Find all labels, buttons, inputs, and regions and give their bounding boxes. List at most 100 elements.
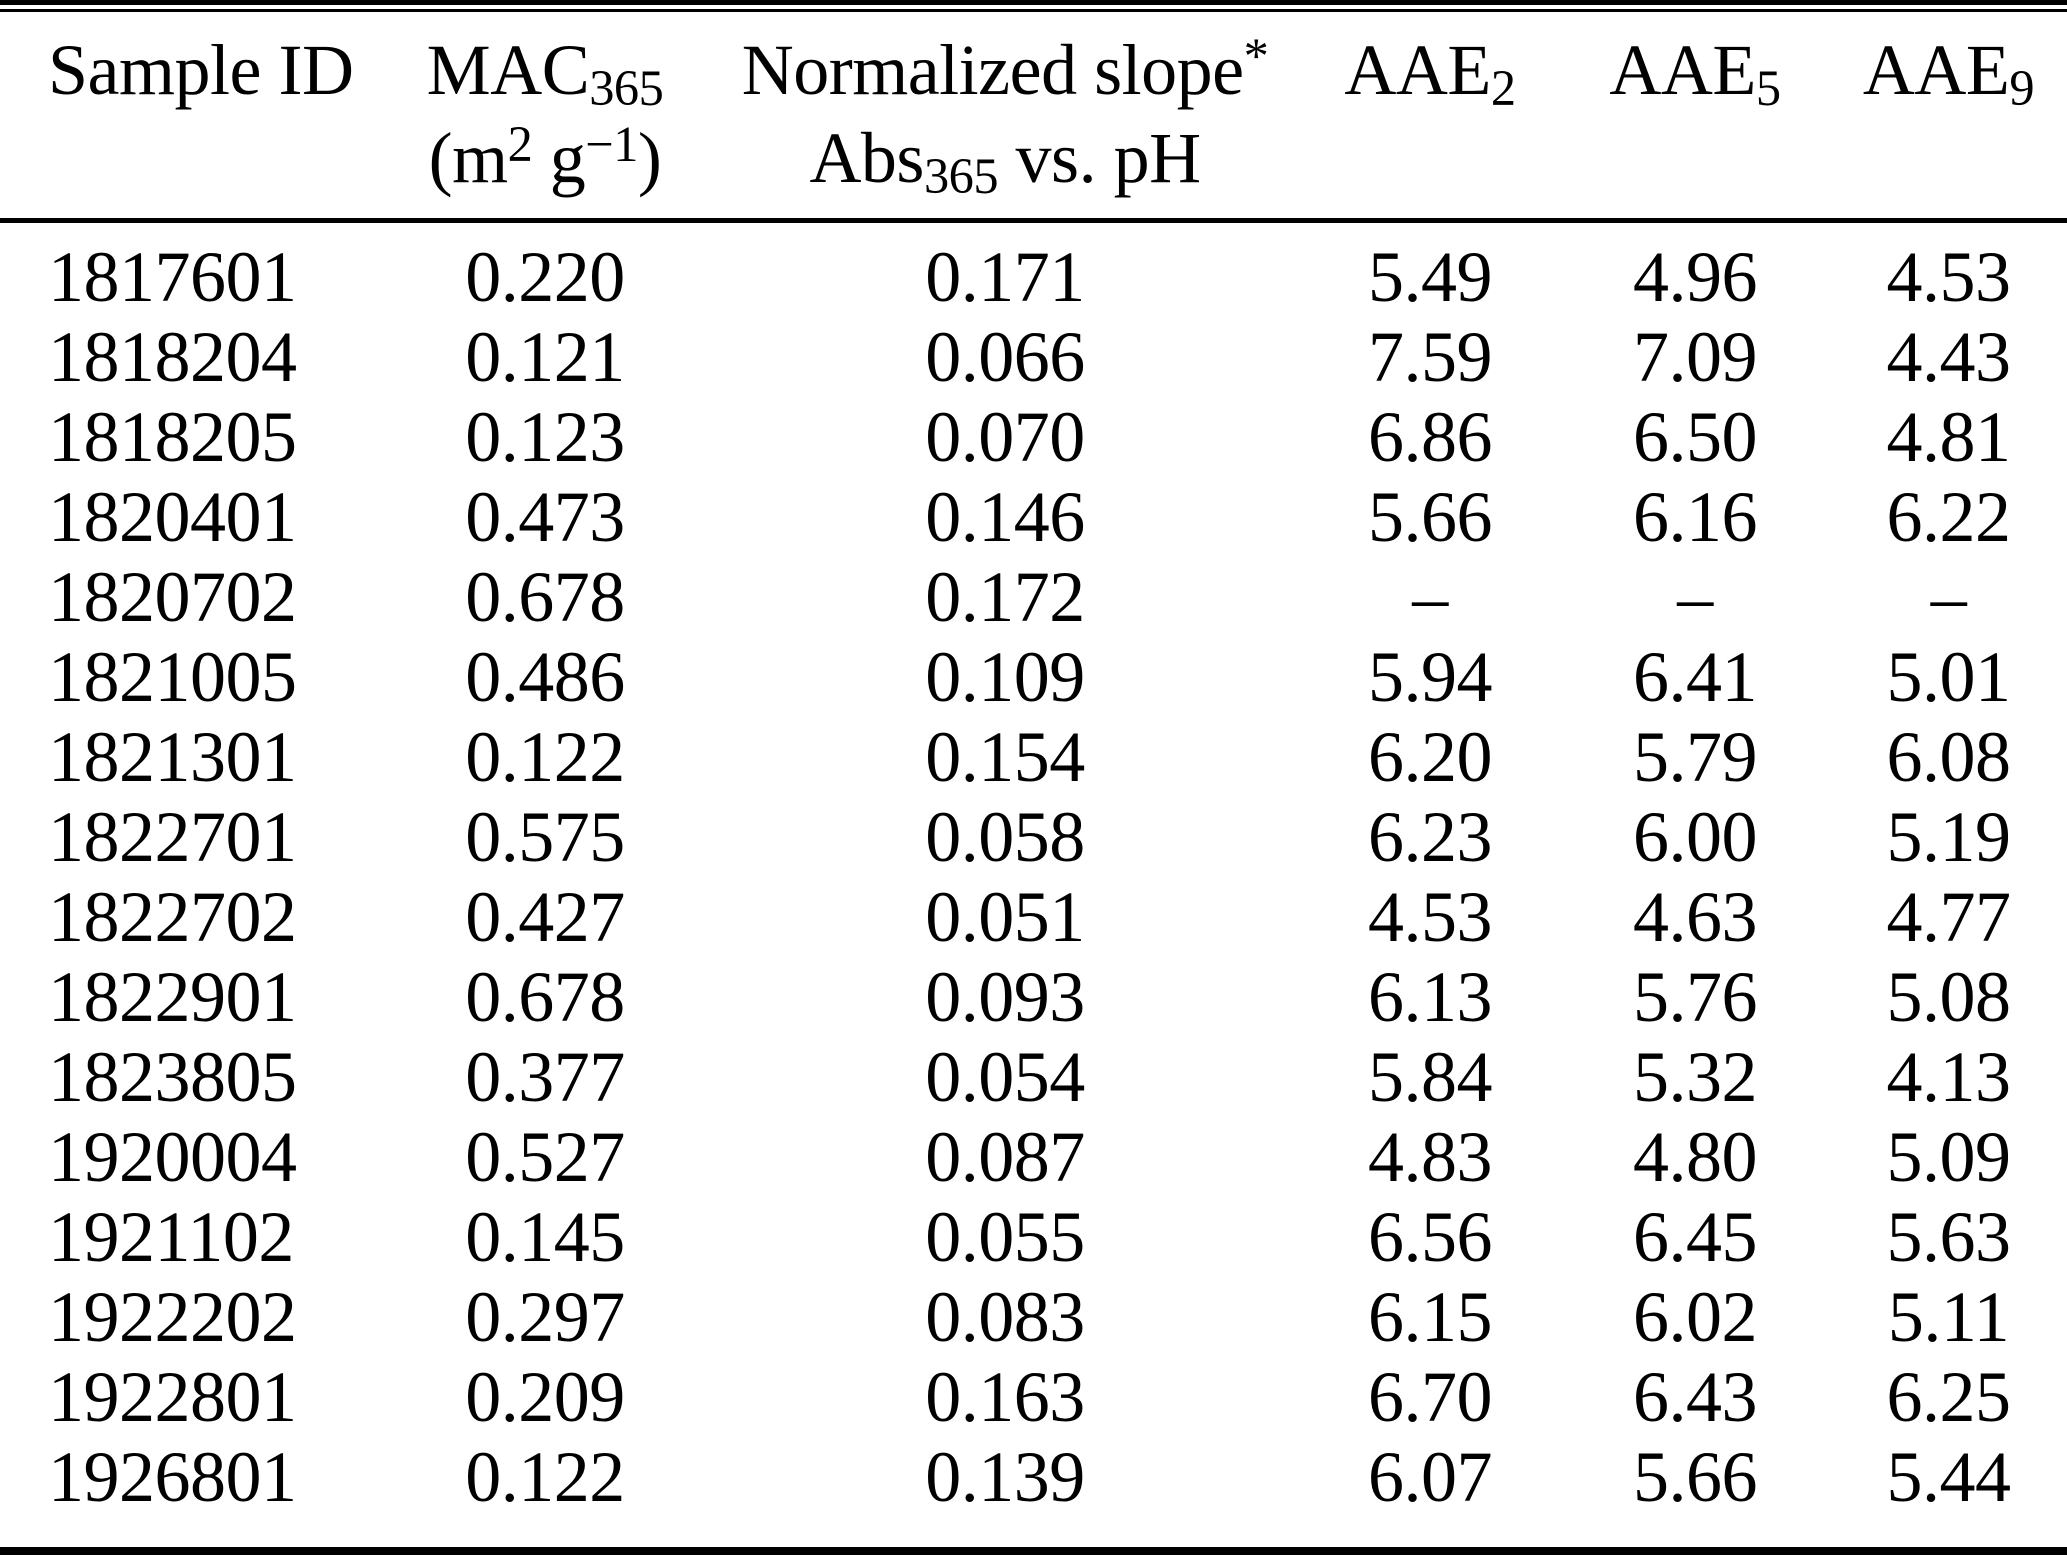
cell-aae9: 5.19 xyxy=(1886,797,2012,877)
table-row: 1920004 0.527 0.087 4.83 4.80 5.09 xyxy=(0,1117,2067,1197)
header-abs-subscript: 365 xyxy=(923,148,999,205)
cell-mac365: 0.427 xyxy=(465,877,625,957)
cell-aae5: 6.45 xyxy=(1633,1197,1758,1277)
cell-aae2: 4.53 xyxy=(1368,877,1493,957)
cell-normalized-slope: 0.051 xyxy=(925,877,1085,957)
cell-sample-id: 1821005 xyxy=(48,637,297,717)
cell-sample-id: 1817601 xyxy=(48,237,297,317)
cell-aae5: – xyxy=(1677,557,1713,637)
cell-normalized-slope: 0.163 xyxy=(925,1357,1085,1437)
table-row: 1823805 0.377 0.054 5.84 5.32 4.13 xyxy=(0,1037,2067,1117)
cell-normalized-slope: 0.070 xyxy=(925,397,1085,477)
table-top-rule-thick xyxy=(0,0,2067,5)
cell-mac365: 0.527 xyxy=(465,1117,625,1197)
cell-normalized-slope: 0.139 xyxy=(925,1437,1085,1517)
cell-mac365: 0.486 xyxy=(465,637,625,717)
cell-mac365: 0.297 xyxy=(465,1277,625,1357)
cell-aae5: 6.16 xyxy=(1633,477,1758,557)
cell-mac365: 0.145 xyxy=(465,1197,625,1277)
cell-aae9: 5.44 xyxy=(1886,1437,2012,1517)
header-slope-asterisk: * xyxy=(1243,27,1269,84)
header-aae5-subscript: 5 xyxy=(1755,60,1781,117)
cell-aae5: 6.41 xyxy=(1633,637,1758,717)
header-unit-g: g xyxy=(532,118,586,198)
cell-sample-id: 1922801 xyxy=(48,1357,297,1437)
header-slope-line2: Abs365 vs. pH xyxy=(710,114,1300,202)
cell-normalized-slope: 0.154 xyxy=(925,717,1085,797)
cell-aae9: – xyxy=(1930,557,1967,637)
cell-sample-id: 1926801 xyxy=(48,1437,297,1517)
table-header-separator-rule xyxy=(0,218,2067,223)
cell-normalized-slope: 0.109 xyxy=(925,637,1085,717)
cell-normalized-slope: 0.172 xyxy=(925,557,1085,637)
header-unit-sup-minus1: −1 xyxy=(585,115,638,172)
cell-aae2: – xyxy=(1412,557,1448,637)
header-aae9-subscript: 9 xyxy=(2009,60,2035,117)
table-row: 1817601 0.220 0.171 5.49 4.96 4.53 xyxy=(0,237,2067,317)
cell-normalized-slope: 0.055 xyxy=(925,1197,1085,1277)
cell-aae9: 4.53 xyxy=(1886,237,2012,317)
cell-aae2: 5.84 xyxy=(1368,1037,1493,1117)
cell-normalized-slope: 0.058 xyxy=(925,797,1085,877)
cell-mac365: 0.209 xyxy=(465,1357,625,1437)
cell-sample-id: 1823805 xyxy=(48,1037,297,1117)
table-row: 1822701 0.575 0.058 6.23 6.00 5.19 xyxy=(0,797,2067,877)
cell-aae9: 6.08 xyxy=(1886,717,2012,797)
header-slope-text: Normalized slope xyxy=(741,30,1244,110)
header-slope-line1: Normalized slope* xyxy=(710,26,1300,114)
cell-sample-id: 1820401 xyxy=(48,477,297,557)
cell-aae5: 6.00 xyxy=(1633,797,1758,877)
cell-aae2: 6.07 xyxy=(1368,1437,1493,1517)
cell-aae2: 6.56 xyxy=(1368,1197,1493,1277)
table-row: 1820401 0.473 0.146 5.66 6.16 6.22 xyxy=(0,477,2067,557)
cell-aae2: 7.59 xyxy=(1368,317,1493,397)
table-header-row: Sample ID MAC365 (m2 g−1) Normalized slo… xyxy=(0,12,2067,218)
header-aae2: AAE2 xyxy=(1300,26,1560,114)
cell-normalized-slope: 0.054 xyxy=(925,1037,1085,1117)
cell-normalized-slope: 0.087 xyxy=(925,1117,1085,1197)
header-mac-text: MAC xyxy=(426,30,590,110)
cell-sample-id: 1818204 xyxy=(48,317,297,397)
cell-aae9: 5.08 xyxy=(1886,957,2012,1037)
table-row: 1822702 0.427 0.051 4.53 4.63 4.77 xyxy=(0,877,2067,957)
cell-sample-id: 1822702 xyxy=(48,877,297,957)
table-top-rule-gap xyxy=(0,5,2067,9)
cell-normalized-slope: 0.083 xyxy=(925,1277,1085,1357)
cell-sample-id: 1820702 xyxy=(48,557,297,637)
cell-aae5: 5.32 xyxy=(1633,1037,1758,1117)
cell-aae9: 4.77 xyxy=(1886,877,2012,957)
header-sample-id: Sample ID xyxy=(0,26,380,114)
cell-sample-id: 1920004 xyxy=(48,1117,297,1197)
cell-aae9: 5.11 xyxy=(1887,1277,2010,1357)
cell-aae5: 5.79 xyxy=(1633,717,1758,797)
cell-sample-id: 1822701 xyxy=(48,797,297,877)
cell-aae5: 4.96 xyxy=(1633,237,1758,317)
header-mac365: MAC365 (m2 g−1) xyxy=(380,26,710,202)
cell-aae5: 5.76 xyxy=(1633,957,1758,1037)
cell-mac365: 0.121 xyxy=(465,317,625,397)
cell-mac365: 0.122 xyxy=(465,717,625,797)
header-aae2-text: AAE xyxy=(1344,30,1491,110)
table-body: 1817601 0.220 0.171 5.49 4.96 4.53 18182… xyxy=(0,223,2067,1517)
header-aae9-text: AAE xyxy=(1862,30,2010,110)
cell-aae5: 6.02 xyxy=(1633,1277,1758,1357)
header-normalized-slope: Normalized slope* Abs365 vs. pH xyxy=(710,26,1300,202)
header-unit-sup-2: 2 xyxy=(507,115,533,172)
table-row: 1818205 0.123 0.070 6.86 6.50 4.81 xyxy=(0,397,2067,477)
header-mac-subscript: 365 xyxy=(589,60,664,117)
table-top-rule-thin xyxy=(0,9,2067,12)
header-aae9: AAE9 xyxy=(1830,26,2067,114)
cell-aae2: 5.94 xyxy=(1368,637,1493,717)
cell-aae9: 6.25 xyxy=(1886,1357,2012,1437)
cell-mac365: 0.220 xyxy=(465,237,625,317)
cell-aae9: 5.09 xyxy=(1886,1117,2012,1197)
header-abs-text: Abs xyxy=(809,118,924,198)
cell-aae5: 6.50 xyxy=(1633,397,1758,477)
cell-aae5: 4.63 xyxy=(1633,877,1758,957)
table-row: 1821301 0.122 0.154 6.20 5.79 6.08 xyxy=(0,717,2067,797)
header-mac365-line1: MAC365 xyxy=(380,26,710,114)
cell-aae9: 5.63 xyxy=(1886,1197,2012,1277)
table-row: 1922202 0.297 0.083 6.15 6.02 5.11 xyxy=(0,1277,2067,1357)
cell-aae9: 4.81 xyxy=(1886,397,2012,477)
